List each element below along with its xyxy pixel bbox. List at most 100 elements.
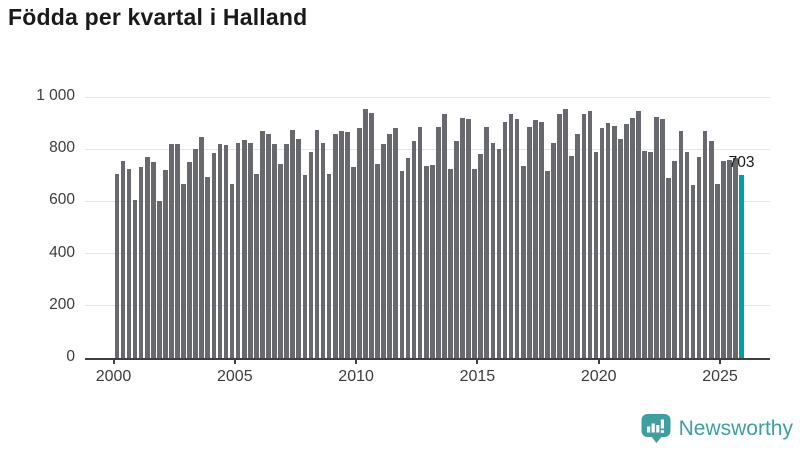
y-tick-label: 1 000 (36, 87, 75, 104)
bar (666, 177, 672, 358)
bar (727, 159, 732, 358)
y-tick-label: 0 (66, 348, 75, 365)
bar (175, 143, 180, 358)
bar (714, 183, 720, 358)
page-title: Födda per kvartal i Halland (8, 4, 308, 30)
bar (605, 123, 611, 358)
bar (448, 168, 453, 358)
bar (660, 119, 666, 358)
bar (144, 157, 150, 358)
bar (290, 129, 296, 358)
bar (678, 130, 684, 358)
bar (411, 141, 417, 358)
bar (253, 173, 259, 358)
bar (260, 130, 265, 358)
bar (539, 121, 544, 358)
bar (338, 130, 344, 358)
bar (266, 133, 271, 358)
bar (351, 167, 356, 358)
bar (223, 145, 229, 358)
x-tick (233, 358, 236, 364)
x-axis-line (85, 358, 770, 360)
bar (532, 120, 538, 358)
x-tick (476, 358, 479, 364)
bar (478, 154, 484, 358)
bar (581, 113, 587, 358)
y-tick-label: 400 (49, 243, 75, 261)
bar (363, 108, 368, 358)
bar (526, 127, 532, 358)
bar (229, 184, 235, 358)
bar (636, 111, 641, 358)
bar (587, 111, 593, 358)
bar (344, 132, 350, 358)
x-tick-label: 2015 (459, 368, 496, 385)
bar (454, 141, 459, 358)
bar (120, 160, 126, 358)
bar (502, 121, 508, 358)
bar-highlighted (739, 174, 744, 358)
newsworthy-logo-icon (641, 414, 671, 443)
bar (417, 127, 423, 358)
bar (181, 184, 186, 358)
bar (308, 151, 314, 358)
bar (114, 173, 120, 358)
bar (205, 176, 211, 358)
bar (672, 160, 678, 358)
bar (405, 158, 411, 358)
bar (557, 113, 562, 358)
bar (545, 171, 550, 358)
gridline (85, 148, 770, 150)
bar (369, 112, 374, 358)
bar (721, 160, 726, 358)
bar (435, 127, 441, 358)
x-tick (355, 358, 358, 364)
bar (575, 133, 581, 358)
bar (648, 151, 653, 358)
x-tick-label: 2025 (702, 368, 738, 385)
bar (708, 141, 714, 358)
bar (126, 168, 132, 358)
x-tick-label: 2000 (95, 368, 132, 385)
bar (381, 143, 387, 358)
bar (551, 142, 556, 358)
last-value-label: 703 (728, 153, 755, 171)
bar (163, 170, 168, 358)
bar (563, 108, 568, 358)
bar (696, 157, 702, 358)
bar (611, 125, 617, 358)
x-tick (112, 358, 115, 364)
bar (156, 201, 162, 358)
bar (654, 116, 659, 358)
bar (684, 151, 690, 358)
bar (320, 142, 326, 358)
bar (569, 155, 575, 358)
bar (508, 113, 514, 358)
bar (241, 140, 247, 358)
bar (314, 129, 320, 358)
bar (302, 175, 308, 358)
bar (484, 127, 490, 358)
bar (326, 173, 332, 358)
x-tick-label: 2010 (338, 368, 374, 385)
bar (690, 184, 696, 358)
bar (702, 130, 708, 358)
bar (211, 153, 217, 358)
y-tick-label: 800 (49, 139, 75, 157)
y-tick-label: 600 (49, 191, 75, 209)
bar (150, 162, 156, 358)
x-tick (597, 358, 600, 364)
bar (387, 133, 393, 358)
y-tick-label: 200 (49, 295, 75, 313)
bar (332, 133, 338, 358)
bar (472, 168, 478, 358)
bar (235, 142, 241, 358)
bar (490, 142, 496, 358)
bar (514, 119, 520, 358)
bar (733, 157, 738, 358)
bar (599, 128, 605, 358)
bar (617, 138, 623, 358)
newsworthy-logo-text: Newsworthy (678, 416, 793, 440)
bar (496, 149, 502, 358)
